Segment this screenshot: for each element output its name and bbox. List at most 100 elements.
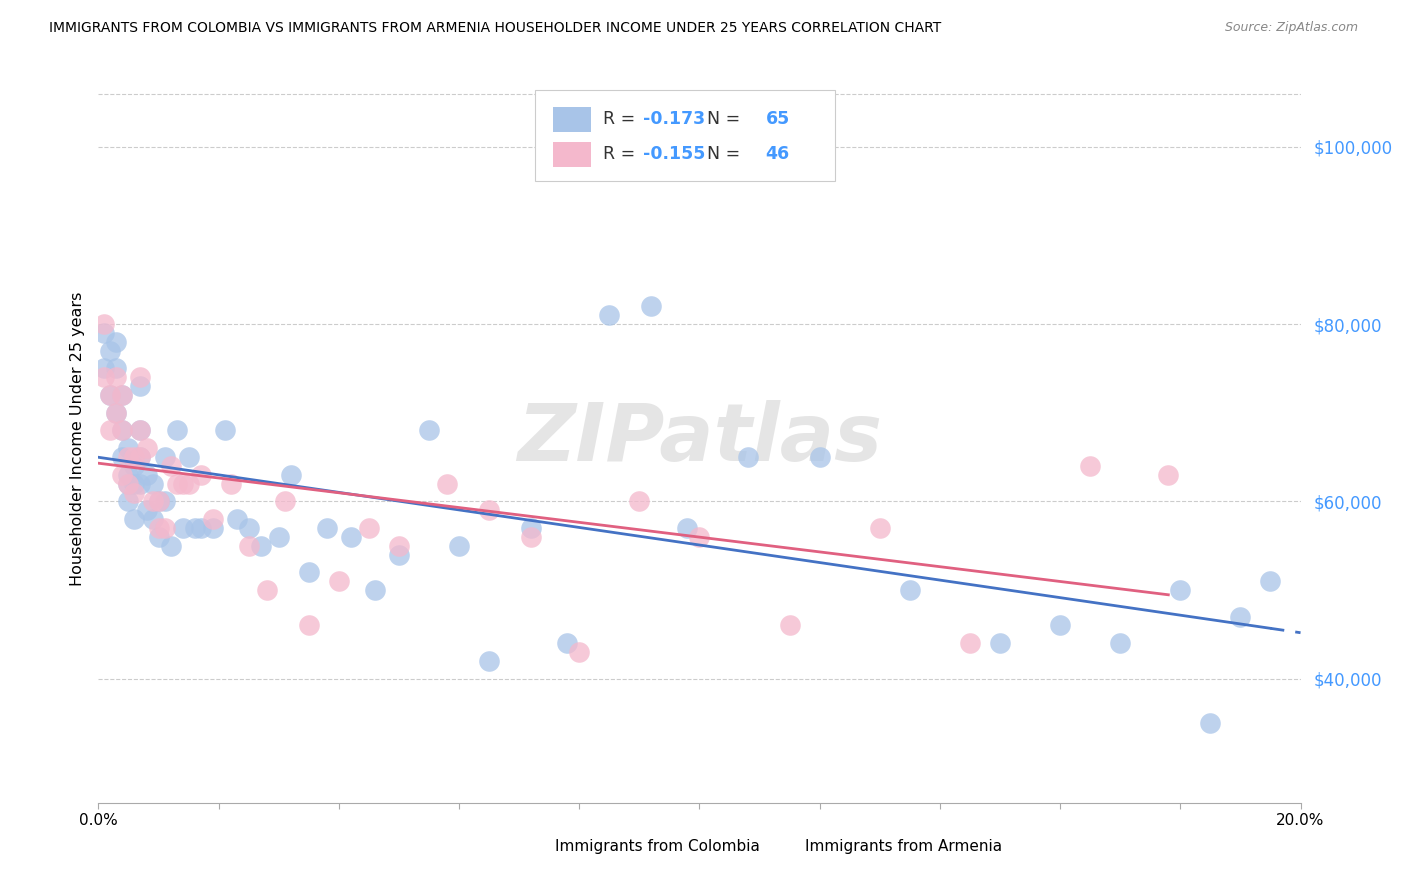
Point: [141, 494, 163, 508]
Point: [100, 424, 122, 438]
Point: [117, 494, 139, 508]
Point: [153, 450, 176, 464]
Point: [159, 539, 181, 553]
Point: [267, 530, 290, 544]
Point: [111, 467, 134, 482]
Point: [298, 618, 321, 632]
Point: [478, 654, 501, 668]
Point: [93, 370, 115, 384]
Point: [177, 450, 200, 464]
Point: [100, 343, 122, 358]
Point: [201, 521, 224, 535]
Point: [1199, 716, 1222, 731]
Point: [129, 424, 152, 438]
Point: [418, 424, 440, 438]
Point: [214, 424, 236, 438]
Point: [364, 582, 387, 597]
Point: [898, 582, 921, 597]
Point: [520, 521, 543, 535]
Text: Source: ZipAtlas.com: Source: ZipAtlas.com: [1225, 21, 1358, 34]
Point: [219, 476, 242, 491]
Point: [676, 521, 699, 535]
Point: [135, 503, 157, 517]
Text: N =: N =: [696, 145, 745, 162]
Point: [568, 645, 591, 659]
Point: [111, 424, 134, 438]
Point: [153, 521, 176, 535]
Point: [1229, 609, 1251, 624]
Point: [100, 388, 122, 402]
Point: [808, 450, 831, 464]
Text: 65: 65: [766, 110, 790, 128]
Point: [280, 467, 302, 482]
Text: Immigrants from Colombia: Immigrants from Colombia: [555, 838, 761, 854]
Text: N =: N =: [696, 110, 745, 128]
Point: [117, 476, 139, 491]
Point: [129, 450, 152, 464]
Point: [555, 636, 578, 650]
Bar: [553, 107, 592, 132]
Point: [148, 530, 170, 544]
Point: [190, 521, 212, 535]
Point: [93, 317, 115, 331]
Bar: [553, 142, 592, 167]
Text: R =: R =: [603, 110, 641, 128]
Point: [172, 476, 194, 491]
Point: [93, 361, 115, 376]
Point: [124, 458, 146, 473]
Point: [124, 485, 146, 500]
Text: Immigrants from Armenia: Immigrants from Armenia: [806, 838, 1002, 854]
Point: [238, 539, 260, 553]
Point: [117, 467, 139, 482]
Point: [135, 467, 157, 482]
Point: [153, 494, 176, 508]
Point: [959, 636, 981, 650]
Point: [166, 476, 188, 491]
Point: [111, 388, 134, 402]
Point: [129, 450, 152, 464]
Point: [177, 476, 200, 491]
Point: [1260, 574, 1282, 589]
Point: [274, 494, 297, 508]
Point: [520, 530, 543, 544]
Text: -0.173: -0.173: [643, 110, 706, 128]
Point: [1109, 636, 1132, 650]
Point: [1049, 618, 1071, 632]
Point: [298, 566, 321, 580]
Point: [148, 494, 170, 508]
Point: [357, 521, 380, 535]
Point: [249, 539, 271, 553]
Point: [105, 370, 128, 384]
Point: [1170, 582, 1192, 597]
Point: [737, 450, 759, 464]
Point: [159, 458, 181, 473]
Point: [201, 512, 224, 526]
Point: [111, 424, 134, 438]
Point: [388, 548, 411, 562]
Y-axis label: Householder Income Under 25 years: Householder Income Under 25 years: [69, 292, 84, 587]
Point: [598, 308, 620, 322]
Point: [148, 494, 170, 508]
Point: [640, 299, 662, 313]
Point: [478, 503, 501, 517]
Point: [117, 441, 139, 455]
Point: [111, 450, 134, 464]
Point: [135, 441, 157, 455]
Point: [129, 370, 152, 384]
Point: [166, 424, 188, 438]
Point: [869, 521, 891, 535]
Point: [148, 521, 170, 535]
Point: [328, 574, 350, 589]
Point: [141, 512, 163, 526]
Point: [100, 388, 122, 402]
Point: [111, 388, 134, 402]
Point: [129, 379, 152, 393]
Point: [124, 450, 146, 464]
Text: 46: 46: [766, 145, 790, 162]
Point: [688, 530, 710, 544]
Point: [447, 539, 470, 553]
Point: [628, 494, 651, 508]
Point: [190, 467, 212, 482]
Point: [988, 636, 1011, 650]
Point: [105, 334, 128, 349]
